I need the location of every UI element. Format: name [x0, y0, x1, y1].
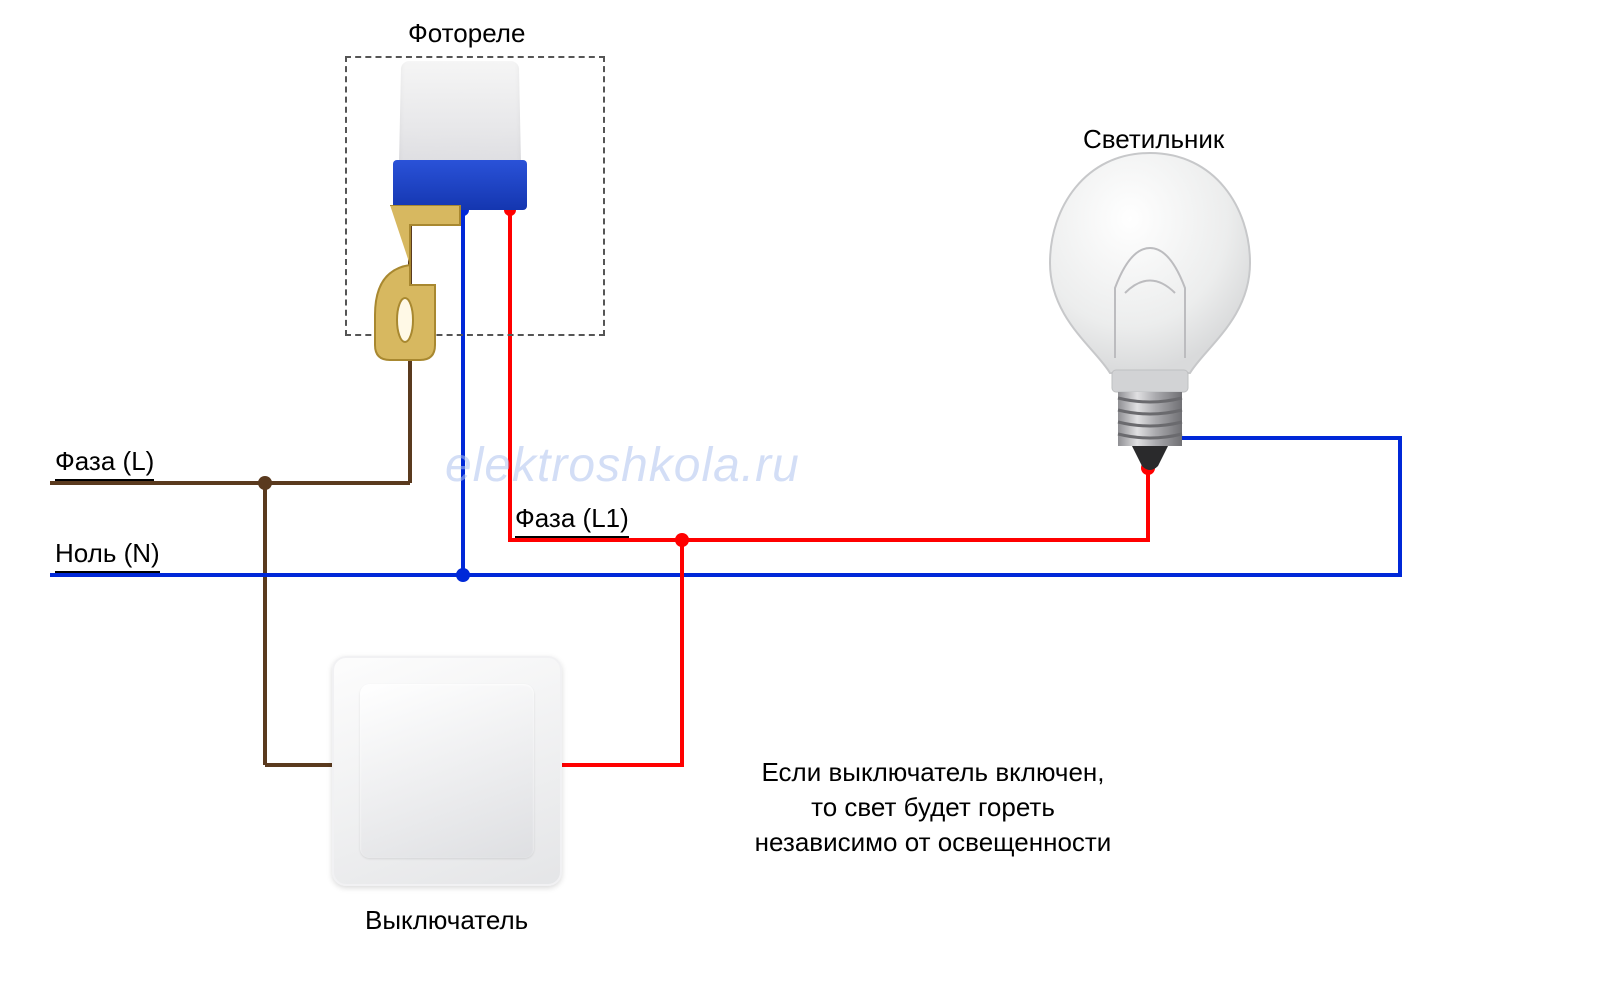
junction-blue-relay: [456, 568, 470, 582]
photorelay-device: [355, 60, 555, 400]
wall-switch: [332, 656, 562, 886]
label-phase-L1: Фаза (L1): [515, 503, 629, 538]
junction-red-L1: [675, 533, 689, 547]
label-photorelay: Фотореле: [408, 18, 525, 49]
label-switch: Выключатель: [365, 905, 528, 936]
photorelay-sensor-top: [399, 61, 521, 171]
junction-brown: [258, 476, 272, 490]
note-text: Если выключатель включен, то свет будет …: [703, 755, 1163, 860]
label-lamp: Светильник: [1083, 124, 1224, 155]
diagram-canvas: Фотореле Светильник Фаза (L) Ноль (N) Фа…: [0, 0, 1600, 1008]
note-line-3: независимо от освещенности: [703, 825, 1163, 860]
light-bulb: [1040, 148, 1260, 478]
switch-rocker: [360, 684, 534, 858]
watermark: elektroshkola.ru: [445, 438, 800, 493]
photorelay-bracket: [370, 205, 480, 365]
note-line-2: то свет будет гореть: [703, 790, 1163, 825]
label-phase-L: Фаза (L): [55, 446, 154, 481]
photorelay-base: [393, 160, 527, 210]
label-neutral-N: Ноль (N): [55, 538, 160, 573]
note-line-1: Если выключатель включен,: [703, 755, 1163, 790]
